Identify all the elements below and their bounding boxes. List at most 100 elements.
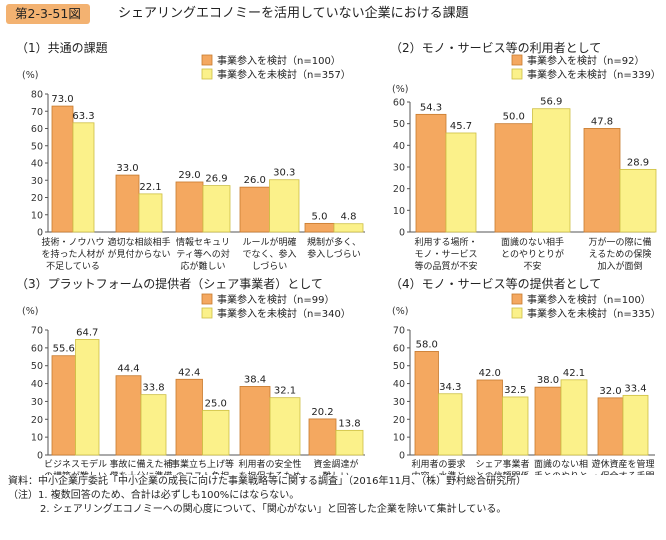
panel4-category-label: 遊休資産を管理	[591, 458, 654, 470]
panel2-bar	[532, 108, 571, 233]
panel4-legend-label: 事業参入を未検討（n=335）	[527, 307, 661, 320]
panel1-bar	[333, 223, 364, 233]
panel1-bar	[138, 193, 163, 233]
panel3-title: （3）プラットフォームの提供者（シェア事業者）として	[16, 276, 323, 291]
panel1-bar	[269, 179, 300, 233]
panel1-category-label: でなく、参入	[242, 248, 296, 260]
panel4-bar	[438, 393, 463, 456]
panel3-bar-value: 42.4	[178, 367, 200, 378]
panel4-legend-swatch	[511, 293, 523, 305]
panel2-bar	[494, 123, 533, 233]
panel4-category-label: 面識のない相	[534, 458, 588, 470]
figure-header: 第2-3-51図 シェアリングエコノミーを活用していない企業における課題	[0, 0, 666, 28]
panel1-bar-value: 22.1	[139, 182, 161, 193]
panel2-bar-value: 56.9	[540, 97, 562, 108]
panel4-y-tick-label: 0	[399, 451, 405, 462]
footer-notes: 資料：中小企業庁委託「中小企業の成長に向けた事業戦略等に関する調査」（2016年…	[8, 475, 658, 517]
panel3-y-tick-label: 30	[31, 397, 43, 408]
panel2-legend-label: 事業参入を未検討（n=339）	[527, 68, 661, 81]
panel3-bar	[202, 409, 230, 456]
panel2-bar	[583, 128, 621, 233]
panel4-category-label: 内容・水準と	[411, 470, 465, 475]
panel1-y-tick-label: 40	[31, 159, 43, 170]
panel1-y-tick-label: 20	[31, 193, 43, 204]
panel3-bar	[335, 429, 364, 456]
panel2-title: （2）モノ・サービス等の利用者として	[390, 41, 601, 55]
panel4-y-tick-label: 30	[393, 397, 405, 408]
panel1-legend-label: 事業参入を検討（n=100）	[217, 54, 341, 67]
panel4-bar	[476, 379, 503, 456]
panel1-category-label: 技術・ノウハウ	[41, 236, 104, 248]
panel2-category-label: えるための保険	[589, 248, 652, 260]
panel3-category-label: 資金調達が	[313, 458, 358, 470]
panel2-y-tick-label: 0	[399, 228, 405, 239]
panel2-y-tick-label: 20	[393, 184, 405, 195]
panel1-category-label: 規制が多く、	[307, 236, 361, 248]
panel3-y-tick-label: 70	[31, 326, 43, 337]
panel4-y-tick-label: 10	[393, 433, 405, 444]
panel2-category-label: 加入が面倒	[597, 260, 642, 272]
panel1-bar-value: 30.3	[273, 168, 295, 179]
panel1-bar-value: 26.9	[205, 174, 227, 185]
panel1-legend-label: 事業参入を未検討（n=357）	[217, 68, 351, 81]
panel4-category-label: 利用者の要求	[411, 458, 465, 470]
panel4-bar-value: 32.0	[599, 386, 621, 397]
panel4-bar	[414, 351, 439, 456]
panel1-title: （1）共通の課題	[16, 40, 108, 55]
panel3-category-label: 利用者の安全性	[238, 458, 301, 470]
panel3-legend-swatch	[201, 293, 213, 305]
panel1-category-label: 参入しづらい	[307, 248, 360, 260]
panel1-legend-swatch	[201, 54, 213, 66]
panel2-bar-value: 50.0	[503, 112, 525, 123]
panel1-bar	[304, 222, 335, 233]
panel1-bar	[202, 185, 231, 233]
panel4-y-tick-label: 70	[393, 326, 405, 337]
panel3-category-label: 事故に備えた補	[109, 458, 172, 470]
panel4-y-unit: (%)	[392, 306, 408, 317]
panel2-bar	[415, 113, 447, 233]
panel3-category-label: を担保するため	[238, 470, 301, 475]
panel2-category-label: 面識のない相手	[501, 236, 564, 248]
panel4-y-tick-label: 50	[393, 361, 405, 372]
panel3-bar-value: 25.0	[205, 398, 227, 409]
panel2-bar	[619, 168, 657, 233]
panel4-bar-value: 33.4	[624, 383, 646, 394]
panel4-bar-value: 38.0	[537, 375, 559, 386]
panel1-bar	[72, 122, 95, 233]
panel2-bar-value: 45.7	[450, 121, 472, 132]
panel3-legend-swatch	[201, 307, 213, 319]
panel1-y-tick-label: 60	[31, 124, 43, 135]
panel2-y-tick-label: 40	[393, 141, 405, 152]
panel2-y-tick-label: 10	[393, 206, 405, 217]
panel2-category-label: とのやりとりが	[501, 248, 564, 260]
panel3-y-unit: (%)	[22, 306, 38, 317]
panel3-bar	[75, 339, 100, 456]
panel1-category-label: が見付からない	[107, 248, 170, 260]
panel1-category-label: 適切な相談相手	[107, 236, 170, 248]
panel2-y-unit: (%)	[392, 84, 408, 95]
panel2-legend-swatch	[511, 68, 523, 80]
panel4-legend-label: 事業参入を検討（n=100）	[527, 293, 651, 306]
panel1-bar-value: 33.0	[116, 163, 138, 174]
panel3-y-tick-label: 40	[31, 379, 43, 390]
panel1-bar	[115, 174, 140, 233]
panel4-bar-value: 58.0	[416, 339, 438, 350]
panel2-category-label: 利用する場所・	[414, 236, 477, 248]
panel3-bar-value: 55.6	[53, 344, 75, 355]
figure-title: シェアリングエコノミーを活用していない企業における課題	[118, 6, 469, 21]
panel4-y-tick-label: 40	[393, 379, 405, 390]
panel4-y-tick-label: 20	[393, 415, 405, 426]
panel3-bar-value: 13.8	[338, 418, 360, 429]
panel3-legend-label: 事業参入を未検討（n=340）	[217, 307, 351, 320]
panel3-bar-value: 44.4	[117, 364, 139, 375]
panel2-bar-value: 28.9	[627, 157, 649, 168]
panel1-y-tick-label: 50	[31, 141, 43, 152]
panel1-bar-value: 63.3	[72, 111, 94, 122]
panel4-bar	[502, 396, 529, 456]
panel4-bar	[597, 397, 624, 456]
panel2-category-label: モノ・サービス	[414, 249, 477, 260]
panel1-y-tick-label: 30	[31, 176, 43, 187]
panel1-category-label: を持った人材が	[41, 248, 104, 260]
panel3-bar	[115, 375, 142, 456]
